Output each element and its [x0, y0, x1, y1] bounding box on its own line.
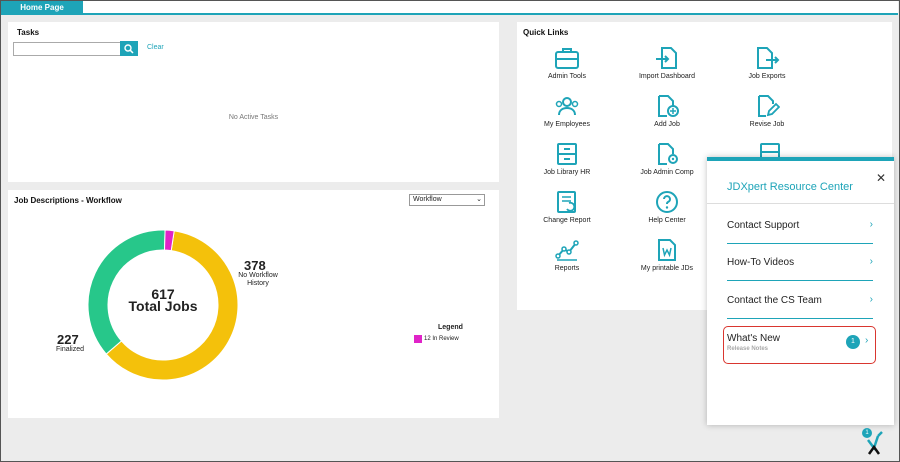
workflow-dropdown-value: Workflow [413, 196, 442, 203]
legend-item-label: 12 In Review [424, 336, 459, 342]
quick-link-label: Job Exports [748, 73, 786, 80]
resource-center-launcher[interactable]: 1 [858, 426, 888, 456]
legend-item-in-review: 12 In Review [414, 335, 459, 343]
quick-link-my-employees[interactable]: My Employees [517, 94, 617, 128]
tasks-title: Tasks [17, 28, 40, 37]
contact-support-item[interactable]: Contact Support › [727, 208, 873, 244]
quick-link-label: Admin Tools [547, 73, 586, 80]
quick-link-label: Help Center [648, 217, 686, 224]
quick-link-admin-tools[interactable]: Admin Tools [517, 46, 617, 80]
whats-new-label: What's New [727, 333, 781, 344]
chevron-right-icon: › [869, 219, 873, 230]
chevron-right-icon: › [865, 335, 869, 346]
quick-link-label: Revise Job [749, 121, 785, 128]
resource-center-panel: JDXpert Resource Center ✕ Contact Suppor… [707, 157, 894, 425]
chevron-right-icon: › [869, 256, 873, 267]
file-add-icon [658, 95, 679, 117]
file-export-icon [757, 47, 780, 69]
cabinet-icon [760, 143, 780, 158]
file-gear-icon [658, 143, 678, 165]
no-workflow-label-line2: History [247, 280, 269, 287]
workflow-donut-chart [88, 230, 238, 380]
word-doc-icon [658, 239, 676, 261]
how-to-videos-label: How-To Videos [727, 257, 795, 268]
tasks-panel: Tasks Clear No Active Tasks [8, 22, 499, 182]
whats-new-badge: 1 [846, 335, 860, 349]
no-workflow-label-line1: No Workflow [238, 272, 278, 279]
no-workflow-label: No Workflow History [234, 272, 282, 288]
quick-link-job-admin-comp[interactable]: Job Admin Comp [617, 142, 717, 176]
quick-link-help-center[interactable]: Help Center [617, 190, 717, 224]
slice-no-workflow [105, 230, 238, 380]
close-icon[interactable]: ✕ [876, 171, 887, 185]
workflow-dropdown[interactable]: Workflow ⌄ [409, 194, 485, 206]
quick-link-reports[interactable]: Reports [517, 238, 617, 272]
quick-link-import-dashboard[interactable]: Import Dashboard [617, 46, 717, 80]
clear-link[interactable]: Clear [147, 44, 164, 51]
legend-swatch [414, 335, 422, 343]
job-descriptions-panel: Job Descriptions - Workflow Workflow ⌄ 6… [8, 190, 499, 418]
quick-link-revise-job[interactable]: Revise Job [717, 94, 817, 128]
tasks-search-input[interactable] [13, 42, 121, 56]
quick-link-label: Change Report [543, 217, 591, 224]
tab-bar: Home Page [1, 1, 898, 15]
tab-home-page[interactable]: Home Page [1, 1, 83, 15]
cabinet-icon [557, 143, 577, 165]
briefcase-icon [555, 48, 579, 69]
jdxpert-logo-icon [867, 431, 883, 455]
search-icon [124, 43, 134, 54]
finalized-count: 227 [57, 332, 79, 347]
quick-link-label: Add Job [654, 121, 680, 128]
release-notes-label: Release Notes [727, 346, 769, 352]
total-jobs-value: 617 [151, 286, 175, 302]
legend-title: Legend [438, 324, 463, 331]
quick-links-title: Quick Links [523, 28, 569, 37]
report-icon [557, 191, 576, 213]
quick-link-label: Job Admin Comp [640, 169, 694, 176]
chart-icon [555, 240, 579, 261]
quick-link-label: Reports [554, 265, 580, 272]
total-jobs-label: Total Jobs [128, 298, 198, 314]
chevron-right-icon: › [869, 294, 873, 305]
quick-link-label: My printable JDs [640, 265, 694, 272]
slice-in-review [164, 230, 175, 252]
quick-link-add-job[interactable]: Add Job [617, 94, 717, 128]
quick-link-my-printable-jds[interactable]: My printable JDs [617, 238, 717, 272]
job-descriptions-title: Job Descriptions - Workflow [14, 196, 122, 205]
quick-link-label: Job Library HR [543, 169, 591, 176]
file-edit-icon [758, 95, 780, 117]
whats-new-item[interactable]: What's New Release Notes 1 › [723, 326, 876, 364]
launcher-badge: 1 [862, 428, 872, 438]
chevron-down-icon: ⌄ [476, 196, 482, 203]
quick-link-job-exports[interactable]: Job Exports [717, 46, 817, 80]
quick-link-change-report[interactable]: Change Report [517, 190, 617, 224]
divider [707, 203, 894, 204]
contact-cs-team-label: Contact the CS Team [727, 295, 822, 306]
search-button[interactable] [120, 41, 138, 56]
users-icon [555, 97, 579, 116]
how-to-videos-item[interactable]: How-To Videos › [727, 245, 873, 281]
quick-link-label: Import Dashboard [638, 73, 696, 80]
no-workflow-count: 378 [244, 258, 266, 273]
contact-support-label: Contact Support [727, 220, 800, 231]
contact-cs-team-item[interactable]: Contact the CS Team › [727, 283, 873, 319]
file-import-icon [656, 47, 677, 69]
finalized-label: Finalized [56, 346, 85, 353]
no-tasks-message: No Active Tasks [228, 114, 279, 121]
quick-link-job-library-hr[interactable]: Job Library HR [517, 142, 617, 176]
help-icon [656, 191, 678, 213]
resource-center-title: JDXpert Resource Center [727, 181, 853, 193]
quick-link-label: My Employees [544, 121, 590, 128]
